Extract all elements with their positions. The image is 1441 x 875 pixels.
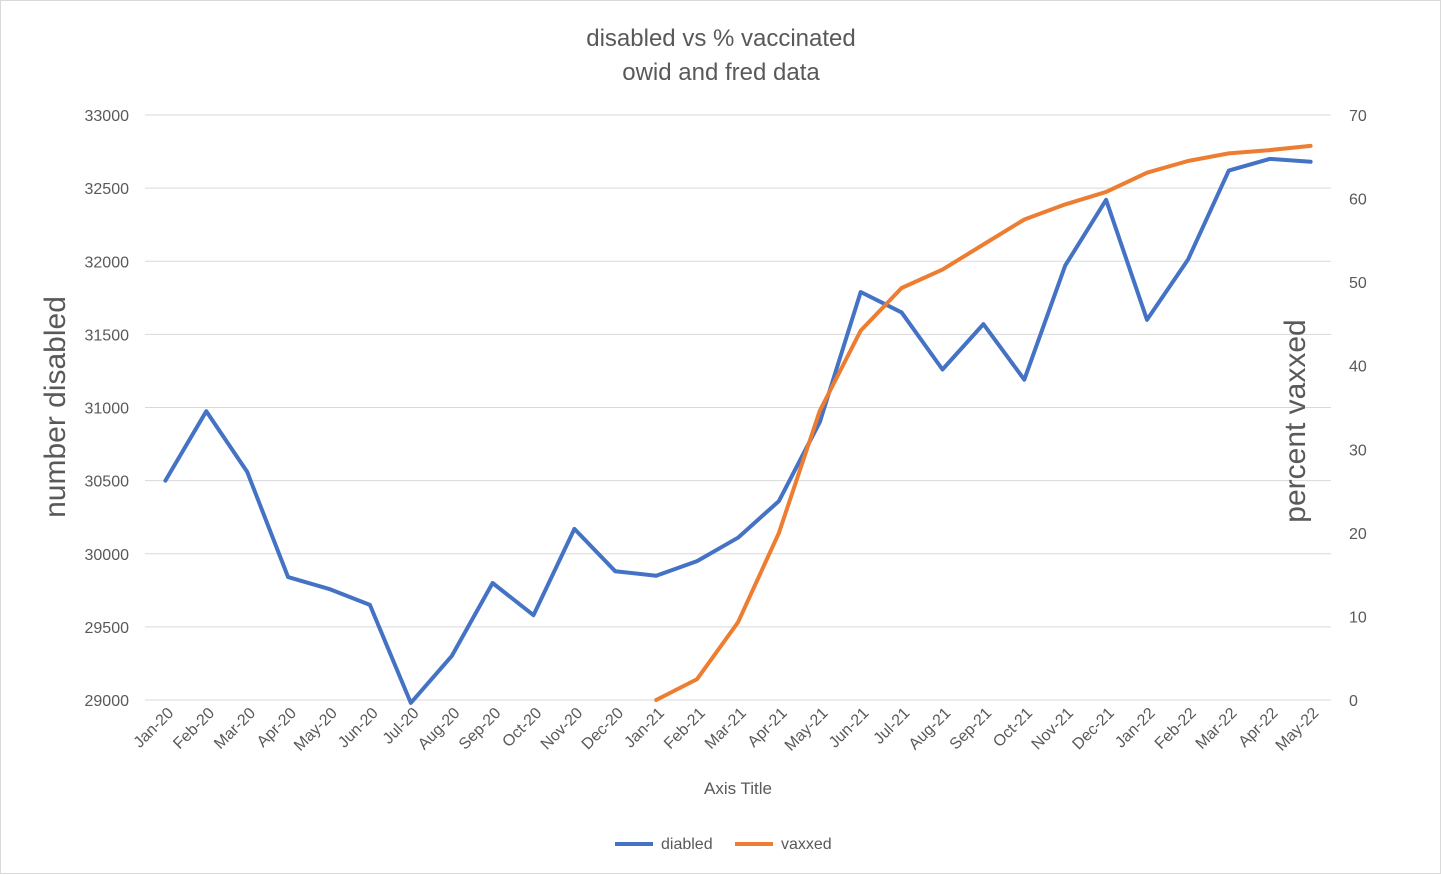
x-tick-label: Jan-21 bbox=[621, 705, 668, 752]
legend: diabled vaxxed bbox=[615, 836, 832, 853]
legend-label-diabled: diabled bbox=[661, 836, 713, 853]
gridlines bbox=[145, 114, 1331, 701]
series-lines bbox=[163, 143, 1313, 705]
left-tick-label: 31000 bbox=[85, 401, 130, 418]
x-tick-label: Nov-21 bbox=[1029, 705, 1078, 754]
x-tick-label: Mar-22 bbox=[1193, 705, 1241, 753]
x-tick-label: Sep-21 bbox=[947, 705, 996, 754]
x-tick-label: Feb-20 bbox=[170, 705, 218, 753]
right-tick-label: 30 bbox=[1349, 442, 1367, 459]
x-tick-label: Aug-20 bbox=[415, 705, 464, 754]
x-tick-label: May-22 bbox=[1273, 705, 1323, 755]
x-tick-label: May-21 bbox=[782, 705, 832, 755]
left-tick-label: 30000 bbox=[85, 547, 130, 564]
left-axis-title: number disabled bbox=[39, 296, 72, 518]
left-tick-label: 33000 bbox=[85, 108, 130, 125]
chart-title: disabled vs % vaccinated bbox=[586, 25, 855, 52]
left-tick-label: 32500 bbox=[85, 181, 130, 198]
left-axis-ticks: 29000 29500 30000 30500 31000 31500 32000 32500… bbox=[85, 108, 130, 710]
x-tick-label: Mar-20 bbox=[211, 705, 259, 753]
right-tick-label: 60 bbox=[1349, 192, 1367, 209]
x-tick-label: Nov-20 bbox=[538, 705, 587, 754]
right-tick-label: 40 bbox=[1349, 359, 1367, 376]
right-tick-label: 70 bbox=[1349, 108, 1367, 125]
left-tick-label: 30500 bbox=[85, 474, 130, 491]
x-tick-label: Feb-21 bbox=[661, 705, 709, 753]
x-tick-label: Oct-21 bbox=[990, 705, 1036, 751]
x-tick-label: Dec-20 bbox=[579, 705, 628, 754]
legend-label-vaxxed: vaxxed bbox=[781, 836, 832, 853]
x-tick-label: Jun-21 bbox=[826, 705, 873, 752]
x-tick-label: Dec-21 bbox=[1069, 705, 1118, 754]
series-line-diabled bbox=[163, 156, 1313, 705]
right-tick-label: 10 bbox=[1349, 609, 1367, 626]
x-tick-label: Feb-22 bbox=[1152, 705, 1200, 753]
x-tick-label: Jan-20 bbox=[131, 705, 178, 752]
right-tick-label: 0 bbox=[1349, 693, 1358, 710]
left-tick-label: 29500 bbox=[85, 620, 130, 637]
right-axis-ticks: 0 10 20 30 40 50 60 70 bbox=[1349, 108, 1367, 710]
left-tick-label: 31500 bbox=[85, 327, 130, 344]
left-tick-label: 29000 bbox=[85, 693, 130, 710]
left-tick-label: 32000 bbox=[85, 254, 130, 271]
right-tick-label: 50 bbox=[1349, 275, 1367, 292]
x-tick-label: Oct-20 bbox=[499, 705, 545, 751]
series-line-vaxxed bbox=[654, 143, 1313, 702]
x-axis-ticks: Jan-20Feb-20Mar-20Apr-20May-20Jun-20Jul-… bbox=[131, 705, 1323, 755]
x-tick-label: Mar-21 bbox=[702, 705, 750, 753]
x-tick-label: Sep-20 bbox=[456, 705, 505, 754]
x-tick-label: Jun-20 bbox=[335, 705, 382, 752]
chart-subtitle: owid and fred data bbox=[622, 59, 820, 86]
x-tick-label: Jan-22 bbox=[1112, 705, 1159, 752]
right-tick-label: 20 bbox=[1349, 526, 1367, 543]
x-tick-label: Aug-21 bbox=[906, 705, 955, 754]
x-axis-title: Axis Title bbox=[704, 779, 772, 798]
x-tick-label: May-20 bbox=[291, 705, 341, 755]
right-axis-title: percent vaxxed bbox=[1279, 319, 1312, 522]
